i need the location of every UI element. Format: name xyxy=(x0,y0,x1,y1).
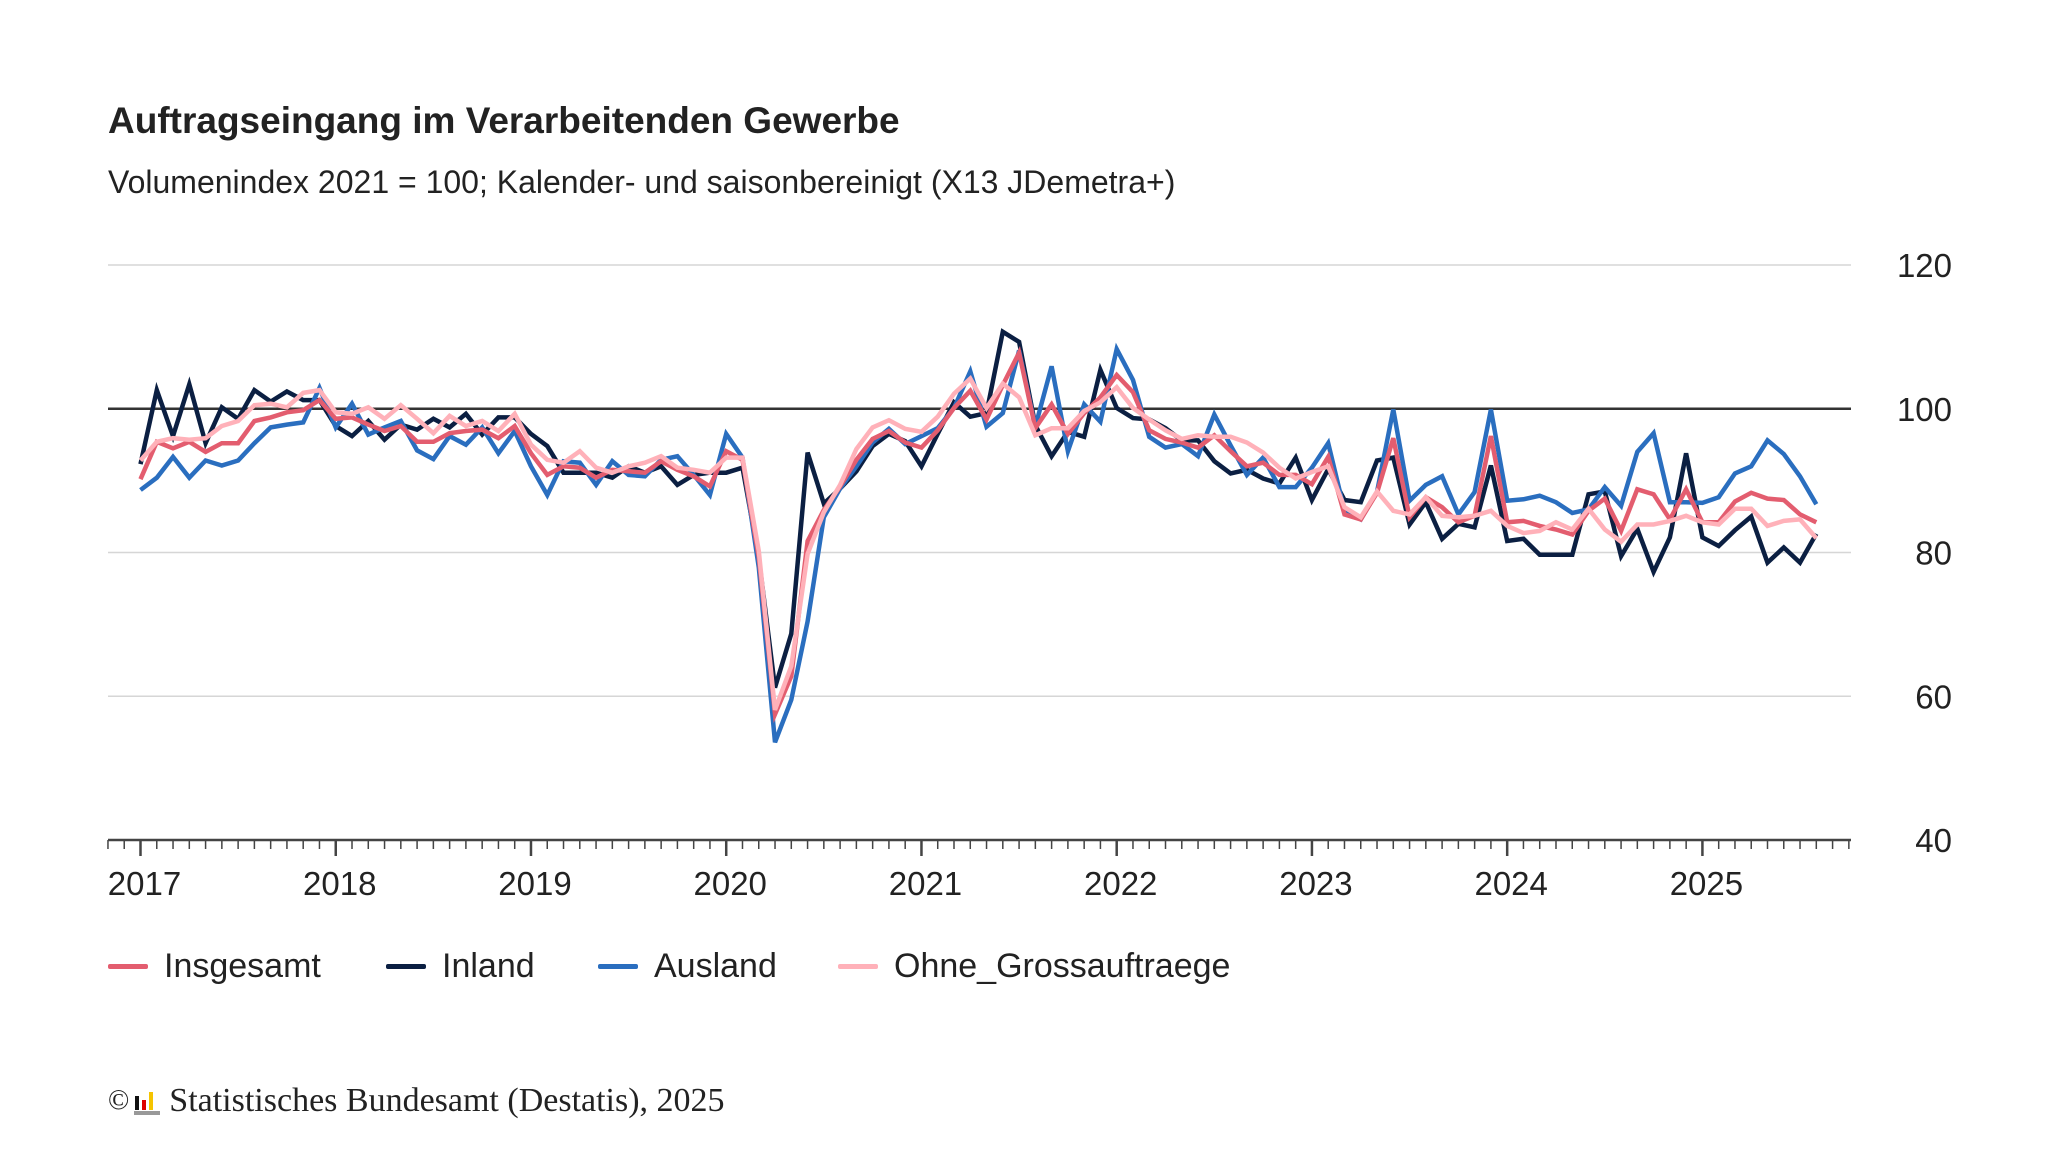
series-line-insgesamt xyxy=(138,345,1818,724)
legend-label: Ohne_Grossauftraege xyxy=(894,946,1231,985)
legend-label: Insgesamt xyxy=(164,946,321,985)
legend-item-inland[interactable]: Inland xyxy=(386,944,535,988)
y-tick-label: 60 xyxy=(1915,678,1952,715)
legend-item-ohne-grossauftraege[interactable]: Ohne_Grossauftraege xyxy=(838,944,1230,988)
x-tick-label: 2020 xyxy=(694,865,767,902)
x-axis: 2017 2018 2019 2020 2021 2022 2023 2024 2025 xyxy=(107,838,1851,902)
x-tick-label: 2018 xyxy=(303,865,376,902)
x-tick-label: 2017 xyxy=(108,865,181,902)
x-tick-label: 2025 xyxy=(1670,865,1743,902)
footer-source: © Statistisches Bundesamt (Destatis), 20… xyxy=(108,1082,725,1120)
legend-label: Inland xyxy=(442,946,535,985)
legend-swatch-ohne-grossauftraege xyxy=(838,963,878,969)
gridlines xyxy=(108,264,1851,697)
legend-swatch-ausland xyxy=(598,963,638,969)
legend-label: Ausland xyxy=(654,946,777,985)
series-line-ausland xyxy=(139,342,1819,744)
x-tick-label: 2022 xyxy=(1084,865,1157,902)
legend-swatch-inland xyxy=(386,963,426,969)
series-lines xyxy=(138,328,1819,744)
x-tick-label: 2023 xyxy=(1279,865,1352,902)
legend-item-ausland[interactable]: Ausland xyxy=(598,944,777,988)
y-tick-label: 40 xyxy=(1915,822,1952,859)
legend-item-insgesamt[interactable]: Insgesamt xyxy=(108,944,321,988)
series-line-inland xyxy=(138,328,1819,689)
y-axis-labels: 40 60 80 100 120 xyxy=(1897,247,1952,859)
destatis-logo-icon xyxy=(133,1087,161,1115)
chart-title: Auftragseingang im Verarbeitenden Gewerb… xyxy=(108,100,900,141)
copyright-symbol: © xyxy=(108,1085,130,1116)
x-tick-label: 2021 xyxy=(889,865,962,902)
legend-swatch-insgesamt xyxy=(108,963,148,969)
y-tick-label: 100 xyxy=(1897,391,1952,428)
footer-text: Statistisches Bundesamt (Destatis), 2025 xyxy=(169,1082,725,1119)
chart-subtitle: Volumenindex 2021 = 100; Kalender- und s… xyxy=(108,164,1176,200)
x-tick-label: 2019 xyxy=(498,865,571,902)
x-tick-label: 2024 xyxy=(1474,865,1547,902)
y-tick-label: 80 xyxy=(1915,535,1952,572)
y-tick-label: 120 xyxy=(1897,247,1952,284)
series-line-ohne-grossauftraege xyxy=(138,374,1818,711)
